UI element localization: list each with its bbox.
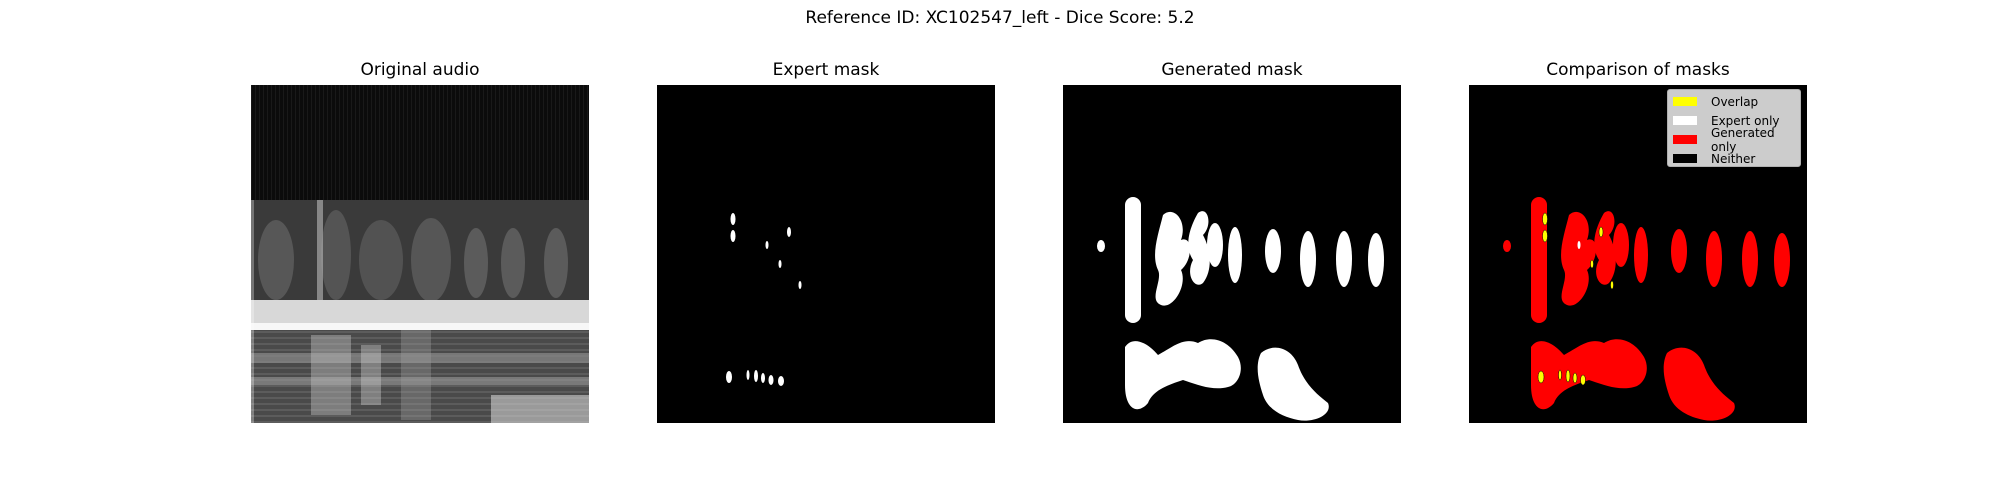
panel-title-comparison: Comparison of masks [1546, 60, 1730, 80]
spectrogram-image [251, 85, 589, 423]
generated-mask-image [1063, 85, 1401, 423]
legend-swatch-neither [1673, 154, 1697, 163]
figure-title: Reference ID: XC102547_left - Dice Score… [805, 8, 1195, 28]
legend-item-overlap: Overlap [1673, 92, 1795, 111]
panel-title-original-audio: Original audio [360, 60, 480, 80]
legend-item-expert-only: Expert only [1673, 111, 1795, 130]
legend-label: Overlap [1711, 94, 1759, 109]
legend-label: Neither [1711, 151, 1756, 166]
legend-label: Generated only [1711, 125, 1775, 154]
panel-title-expert-mask: Expert mask [772, 60, 880, 80]
legend-label: Expert only [1711, 113, 1780, 128]
expert-mask-image [657, 85, 995, 423]
legend-swatch-generated-only [1673, 135, 1697, 144]
legend-swatch-expert-only [1673, 116, 1697, 125]
panel-title-generated-mask: Generated mask [1161, 60, 1303, 80]
legend-swatch-overlap [1673, 97, 1697, 106]
legend: Overlap Expert only Generated only Neith… [1667, 89, 1801, 167]
legend-item-generated-only: Generated only [1673, 126, 1795, 154]
legend-item-neither: Neither [1673, 149, 1795, 168]
